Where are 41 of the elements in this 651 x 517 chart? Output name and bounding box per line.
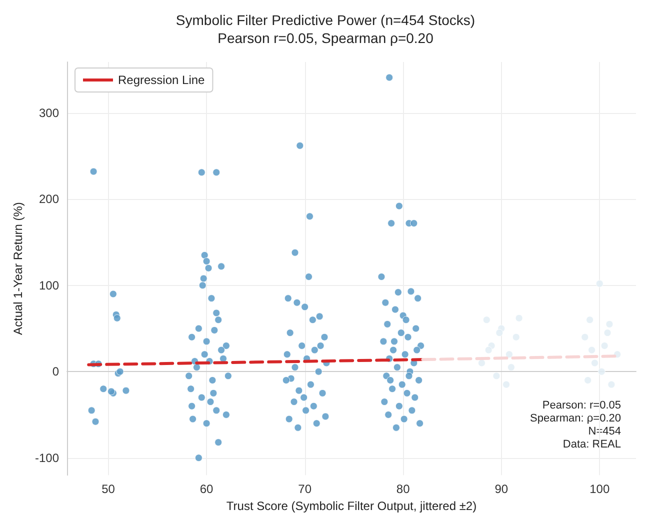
- point: [478, 359, 486, 367]
- point: [598, 368, 606, 376]
- x-tick-label: 50: [102, 482, 116, 496]
- annotation: Data: REAL: [562, 438, 621, 450]
- point: [590, 359, 598, 367]
- y-tick-label: 300: [38, 106, 60, 120]
- annotation: Spearman: ρ=0.20: [530, 412, 621, 424]
- point: [482, 316, 490, 324]
- x-tick-label: 60: [200, 482, 214, 496]
- legend-label: Regression Line: [118, 73, 206, 87]
- point: [512, 333, 520, 341]
- x-axis-title: Trust Score (Symbolic Filter Output, jittered ±2): [226, 499, 477, 513]
- point: [604, 329, 612, 337]
- point: [505, 350, 513, 358]
- point: [588, 346, 596, 354]
- point: [586, 316, 594, 324]
- point: [596, 280, 604, 288]
- point: [600, 342, 608, 350]
- point: [484, 346, 492, 354]
- point: [507, 364, 515, 372]
- annotation: Pearson: r=0.05: [542, 400, 621, 412]
- y-tick-label: 100: [38, 278, 60, 292]
- y-axis-title: Actual 1-Year Return (%): [11, 202, 26, 336]
- x-tick-label: 70: [298, 482, 312, 496]
- point: [608, 380, 616, 388]
- annotation: N=454: [588, 426, 621, 438]
- point: [502, 380, 510, 388]
- chart-title: Symbolic Filter Predictive Power (n=454 Stocks): [176, 12, 476, 28]
- y-tick-label: -100: [34, 450, 60, 465]
- point: [584, 376, 592, 384]
- x-tick-label: 90: [494, 482, 508, 496]
- point: [581, 333, 589, 341]
- x-tick-label: 80: [396, 482, 410, 496]
- chart-subtitle: Pearson r=0.05, Spearman ρ=0.20: [218, 30, 434, 46]
- y-tick-label: 200: [38, 192, 60, 206]
- y-tick-label: 0: [52, 364, 60, 379]
- point: [515, 314, 523, 322]
- x-tick-label: 100: [590, 482, 610, 496]
- point: [496, 329, 504, 337]
- point: [492, 372, 500, 380]
- point: [606, 320, 614, 328]
